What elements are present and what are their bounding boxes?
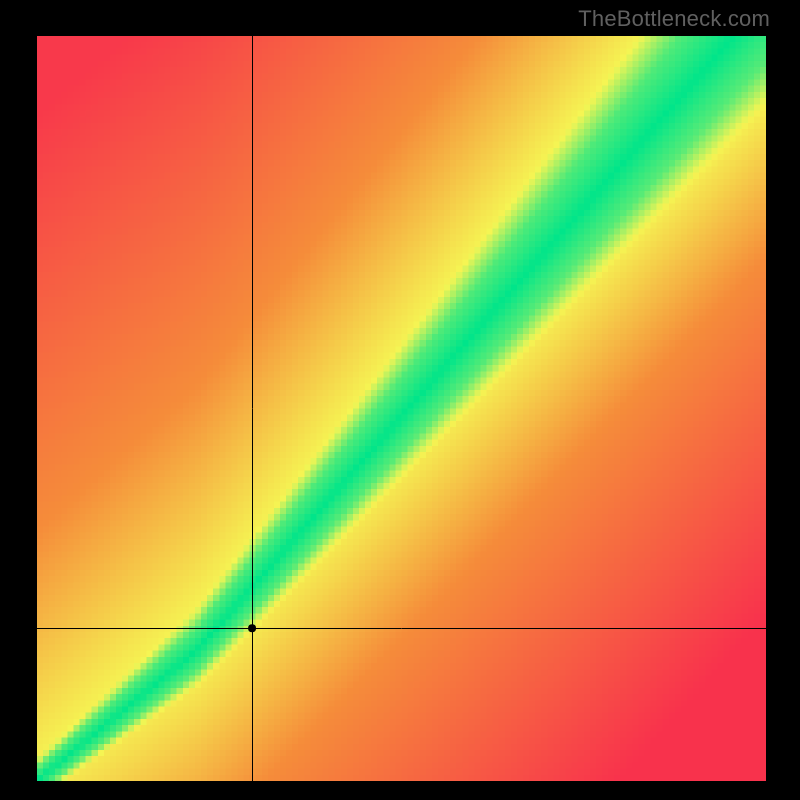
bottleneck-heatmap: [37, 36, 766, 781]
attribution-text: TheBottleneck.com: [578, 6, 770, 32]
crosshair-overlay: [37, 36, 766, 781]
